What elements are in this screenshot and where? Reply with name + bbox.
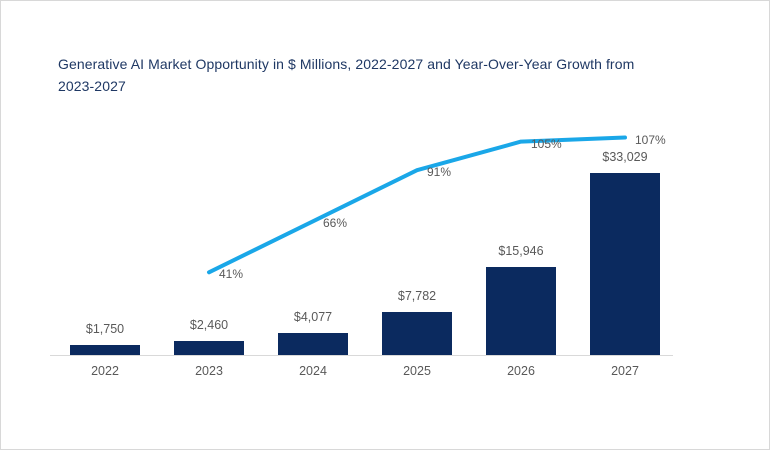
x-axis-line (50, 355, 673, 356)
bar-value-label-2027: $33,029 (602, 150, 648, 164)
bar-value-label-2024: $4,077 (293, 310, 333, 324)
bar-value-label-2026: $15,946 (498, 244, 544, 258)
x-tick-2022: 2022 (91, 364, 119, 378)
bar-value-label-2025: $7,782 (397, 289, 437, 303)
growth-line (207, 135, 627, 275)
x-tick-2023: 2023 (195, 364, 223, 378)
growth-label-2024: 66% (323, 216, 348, 231)
growth-label-2027: 107% (635, 132, 666, 147)
bar-2027 (590, 173, 660, 355)
bar-value-label-2023: $2,460 (189, 318, 229, 332)
chart-title: Generative AI Market Opportunity in $ Mi… (58, 56, 635, 94)
growth-label-2026: 105% (531, 136, 562, 151)
x-tick-2025: 2025 (403, 364, 431, 378)
growth-label-2025: 91% (427, 165, 452, 180)
bar-2024 (278, 333, 348, 355)
growth-label-2023: 41% (219, 267, 244, 282)
bar-2023 (174, 341, 244, 355)
x-tick-2027: 2027 (611, 364, 639, 378)
bar-2022 (70, 345, 140, 355)
bar-2026 (486, 267, 556, 355)
x-tick-2024: 2024 (299, 364, 327, 378)
bar-value-label-2022: $1,750 (85, 322, 125, 336)
bar-2025 (382, 312, 452, 355)
x-tick-2026: 2026 (507, 364, 535, 378)
